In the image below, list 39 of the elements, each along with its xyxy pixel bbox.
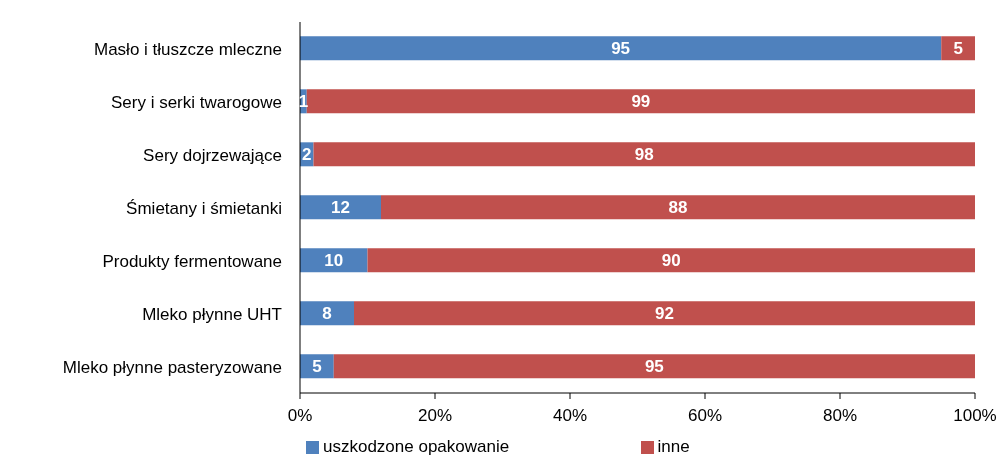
data-label: 90 [661,251,681,271]
x-tick-label: 100% [953,406,997,426]
legend-label: uszkodzone opakowanie [323,437,510,457]
data-label: 10 [324,251,344,271]
x-tick-label: 60% [687,406,723,426]
bar [300,301,354,326]
data-label: 88 [668,198,688,218]
x-tick-label: 20% [417,406,453,426]
bar [300,36,942,61]
data-label: 12 [331,198,350,218]
data-label: 8 [322,304,332,324]
legend-label: inne [657,437,690,457]
data-label: 95 [644,357,664,377]
bar [306,89,975,114]
data-label: 98 [634,145,654,165]
bar [313,142,975,167]
y-tick-label: Mleko płynne pasteryzowane [62,357,282,377]
data-label: 99 [631,92,651,112]
data-label: 5 [312,357,322,377]
y-tick-label: Śmietany i śmietanki [126,198,282,218]
y-tick-label: Produkty fermentowane [102,251,282,271]
x-tick-label: 80% [822,406,858,426]
x-tick-label: 0% [287,406,313,426]
data-label: 95 [611,39,631,59]
bar [300,195,381,220]
data-label: 5 [953,39,963,59]
bar [367,248,975,273]
bar [381,195,975,220]
y-tick-label: Sery i serki twarogowe [110,92,282,112]
bar [941,36,975,61]
x-tick-label: 40% [552,406,588,426]
bar [300,248,368,273]
bar [333,354,975,379]
y-tick-label: Masło i tłuszcze mleczne [93,39,282,59]
y-tick-label: Sery dojrzewające [143,145,282,165]
data-label: 2 [302,145,312,165]
y-tick-label: Mleko płynne UHT [142,304,282,324]
data-label: 92 [655,304,674,324]
bar [354,301,975,326]
